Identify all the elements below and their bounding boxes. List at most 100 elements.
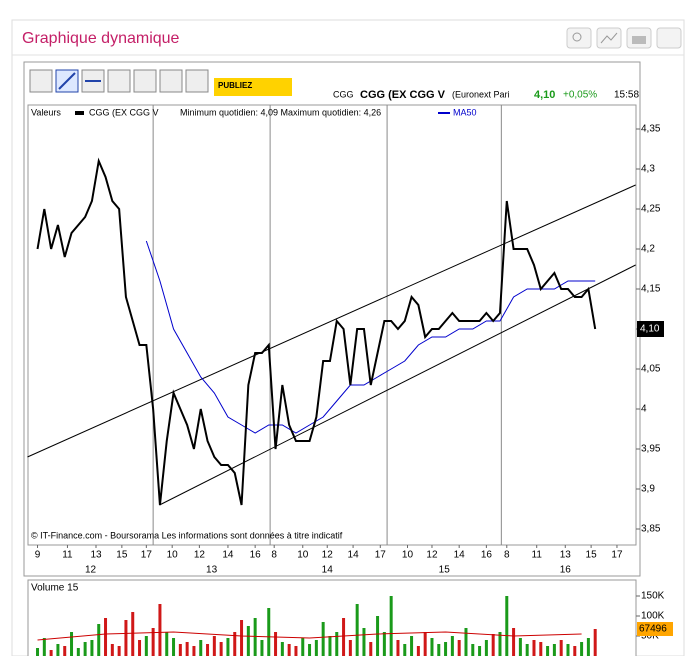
volume-bar [423,632,427,656]
ticker: CGG [333,89,354,99]
volume-bar [90,640,94,656]
volume-bar [185,642,189,656]
icon [632,36,646,44]
volume-bar [192,646,196,656]
tool-zoom[interactable] [29,69,53,93]
last-volume-label: 67496 [639,624,667,635]
daily-range: Minimum quotidien: 4,09 Maximum quotidie… [180,107,381,117]
toolbar: PUBLIEZ CGG CGG (EX CGG V (Euronext Pari… [29,69,639,101]
day-label: 14 [322,565,334,576]
volume-bar [457,640,461,656]
volume-bar [362,628,366,656]
volume-chart: Volume 15 50K 100K 150K 67496 [31,583,673,656]
help-button[interactable] [656,27,682,49]
x-tick-label: 15 [586,550,598,561]
x-tick-label: 14 [348,550,360,561]
volume-bar [56,644,60,656]
y-tick-label: 4,05 [641,364,661,375]
volume-bar [552,644,556,656]
icon [600,32,618,44]
volume-bar [233,632,237,656]
volume-bar [382,632,386,656]
ad-text: PUBLIEZ [218,81,252,90]
volume-bar [49,650,53,656]
volume-bar [335,632,339,656]
volume-bar [532,640,536,656]
volume-bar [294,646,298,656]
volume-bar [559,640,563,656]
x-tick-label: 13 [90,550,102,561]
volume-bar [280,642,284,656]
volume-bar [42,638,46,656]
x-tick-label: 14 [454,550,466,561]
x-tick-label: 16 [250,550,262,561]
volume-bar [246,626,250,656]
volume-bar [471,644,475,656]
ad-banner[interactable] [214,78,292,96]
y-tick-label: 3,85 [641,524,661,535]
volume-bar [573,646,577,656]
price-chart: 3,853,93,9544,054,14,154,24,254,34,35911… [27,105,664,576]
volume-bar [328,636,332,656]
tool-delete[interactable] [185,69,209,93]
legend-swatch [75,111,84,115]
y-tick-label: 150K [641,591,665,602]
volume-bar [342,618,346,656]
volume-bar [219,642,223,656]
volume-bar [36,648,40,656]
x-tick-label: 11 [532,550,543,561]
volume-bar [83,642,87,656]
x-tick-label: 9 [35,550,41,561]
volume-bar [396,640,400,656]
volume-bar [518,638,522,656]
y-tick-label: 100K [641,611,665,622]
day-label: 16 [560,565,572,576]
tool-parallel[interactable] [159,69,183,93]
volume-bar [131,612,135,656]
footnote: © IT-Finance.com - Boursorama Les inform… [31,530,343,540]
volume-bar [172,638,176,656]
volume-bar [206,644,210,656]
volume-bar [260,640,264,656]
header-icons [566,27,682,49]
volume-bar [416,646,420,656]
x-tick-label: 14 [222,550,234,561]
legend-title: Valeurs [31,107,61,117]
volume-bar [512,628,516,656]
x-tick-label: 12 [194,550,206,561]
last-price-box [637,321,664,337]
volume-bar [491,634,495,656]
zoom-button[interactable] [566,27,592,49]
plot-area [27,104,637,546]
volume-bar [267,608,271,656]
volume-bar [580,642,584,656]
volume-bar [355,604,359,656]
page-title: Graphique dynamique [22,30,180,47]
x-tick-label: 10 [167,550,179,561]
volume-bar [444,642,448,656]
volume-bar [124,620,128,656]
tool-channel[interactable] [133,69,157,93]
volume-bar [151,628,155,656]
x-tick-label: 13 [560,550,572,561]
icon [58,72,76,90]
volume-bar [301,638,305,656]
x-tick-label: 16 [481,550,493,561]
last-price-label: 4,10 [640,324,660,335]
x-tick-label: 10 [297,550,309,561]
instrument-name: CGG (EX CGG V [360,89,446,101]
volume-bar [212,636,216,656]
x-tick-label: 11 [62,550,73,561]
volume-bar [410,636,414,656]
x-tick-label: 12 [426,550,438,561]
volume-bar [566,644,570,656]
x-tick-label: 8 [504,550,510,561]
tool-fibo[interactable] [107,69,131,93]
volume-ma [37,631,582,641]
volume-bar [63,646,67,656]
volume-bar [505,596,509,656]
volume-title: Volume 15 [31,583,79,594]
x-tick-label: 17 [611,550,623,561]
volume-bar [226,638,230,656]
